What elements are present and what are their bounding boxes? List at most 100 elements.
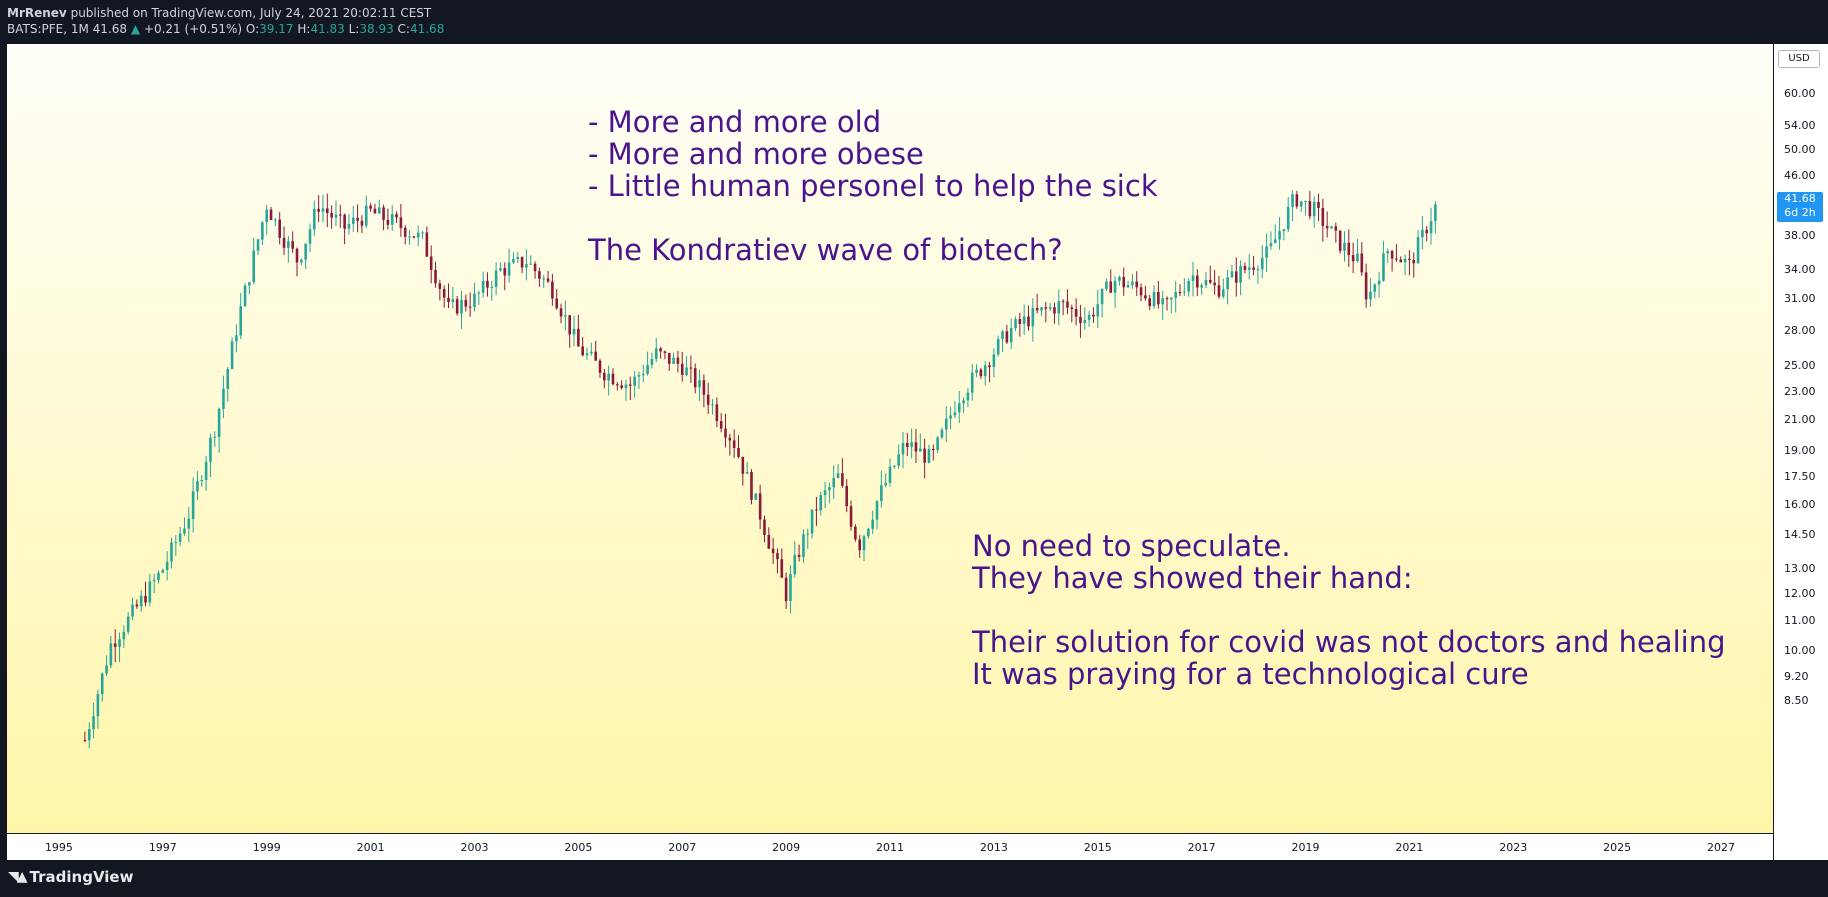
candle [105,655,108,676]
candle [490,280,494,301]
time-axis[interactable]: 1995 1997 1999 2001 2003 2005 2007 2009 2011 2013… [7,833,1773,861]
candle [1252,255,1255,276]
time-tick-label: 1995 [44,841,73,854]
candle [161,568,165,574]
candle [1122,267,1126,296]
candle [754,493,758,501]
candle [1429,207,1433,245]
candle [940,427,944,440]
candle [408,230,411,245]
candle [1040,306,1043,316]
candle [468,292,472,317]
candle [1330,225,1333,229]
candle [538,267,541,287]
candle [96,689,100,729]
candle [248,281,251,295]
candle [936,436,939,454]
candle [1351,242,1355,273]
candle [628,376,632,400]
price-tick-label: 34.00 [1784,263,1816,277]
candle [1295,190,1299,209]
candle [399,203,403,237]
candlestick-series [83,190,1437,749]
chart-header: MrRenev published on TradingView.com, Ju… [0,0,1828,44]
candle [447,283,450,309]
annotation-top[interactable]: - More and more old - More and more obes… [588,105,1158,267]
candle [486,272,489,297]
time-tick-label: 2017 [1187,841,1216,854]
candle [1256,265,1260,284]
time-tick-label: 2007 [668,841,697,854]
candle [910,428,913,459]
candle [131,597,134,621]
candle [525,249,528,281]
candle [854,524,857,542]
candle [1157,280,1160,309]
candle [1092,307,1095,323]
time-tick-label: 1997 [148,841,177,854]
candle [317,195,320,223]
open-value: 39.17 [259,22,294,36]
candle [217,407,221,453]
candle [429,245,433,284]
candle [100,672,104,702]
candle [1373,283,1377,299]
candle [745,461,749,474]
candle [927,444,931,464]
candle [1408,250,1411,276]
candle [1304,200,1307,216]
candle [676,350,680,373]
candle [152,573,156,594]
candle [1174,281,1177,313]
open-label: O: [245,22,260,36]
candle [1273,224,1277,244]
chart-pane[interactable]: - More and more old - More and more obes… [7,44,1773,860]
candle [416,225,420,247]
candle [650,352,654,369]
candle [213,431,217,447]
annotation-bottom[interactable]: No need to speculate. They have showed t… [972,529,1726,691]
time-tick-label: 2021 [1395,841,1424,854]
candle [823,481,827,509]
candle [92,702,95,739]
candle [1014,316,1017,331]
candle [953,401,957,418]
candle [832,465,836,500]
candle [373,203,377,214]
candle [689,355,693,383]
candle [767,527,771,550]
candle [1390,249,1394,272]
author-name[interactable]: MrRenev [7,6,67,20]
footer: ◥▲ TradingView [0,860,1828,897]
candle [897,444,900,469]
candle [1096,289,1100,329]
price-tick-label: 8.50 [1784,694,1809,708]
candle [343,213,346,245]
candle [732,429,736,458]
candle [1074,298,1078,326]
candle [564,300,567,331]
candle [1165,296,1169,311]
tradingview-logo[interactable]: ◥▲ TradingView [8,868,133,886]
candle [1260,245,1264,279]
candle [996,335,1000,357]
price-tick-label: 50.00 [1784,143,1816,157]
candle [377,199,381,214]
time-tick-label: 2027 [1707,841,1736,854]
candle [351,205,355,232]
candle [1234,257,1238,297]
candle [944,406,948,443]
candle [970,364,974,401]
symbol-label[interactable]: BATS:PFE, 1M [7,22,89,36]
candle [1083,307,1087,330]
price-axis[interactable]: USD 60.00 54.00 50.00 46.00 38.00 34.00 31.00 2… [1773,44,1828,860]
candle [1079,304,1082,338]
candle [174,535,178,556]
candle [1364,263,1368,308]
candle [1382,241,1385,282]
time-tick-label: 2023 [1499,841,1528,854]
currency-label[interactable]: USD [1778,50,1820,68]
candle [793,541,797,578]
candle [1317,193,1320,222]
candle [1113,276,1117,308]
